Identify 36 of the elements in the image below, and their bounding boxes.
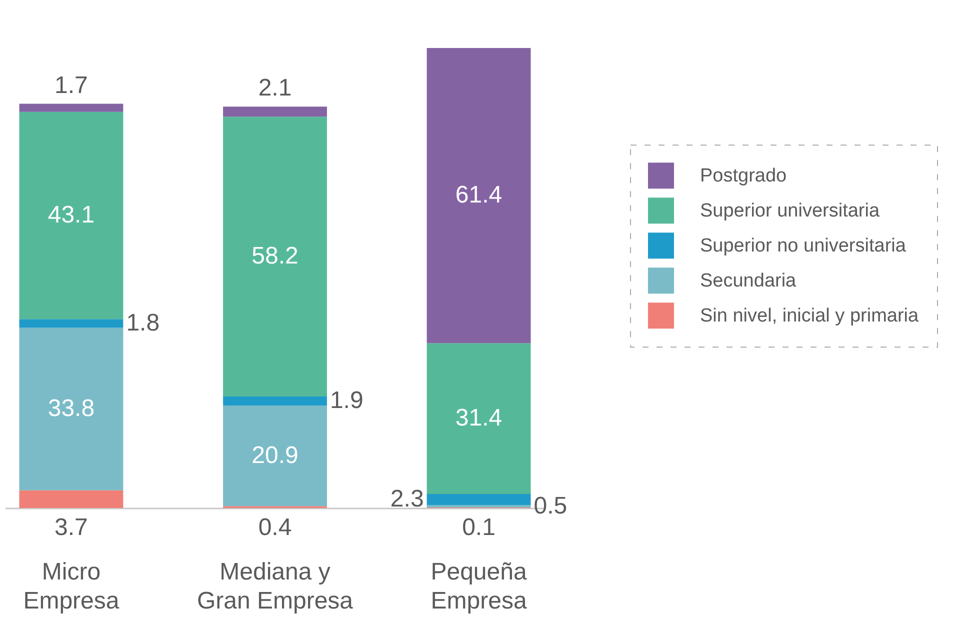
bar	[223, 396, 327, 406]
bar	[19, 112, 124, 320]
data-label: 0.4	[258, 514, 292, 541]
data-label: 1.8	[126, 309, 160, 336]
data-label: 0.1	[462, 514, 496, 541]
bar	[19, 328, 124, 490]
data-label: 31.4	[455, 404, 502, 432]
legend-label: Secundaria	[700, 270, 797, 292]
bar	[223, 116, 327, 396]
bar	[426, 48, 531, 344]
data-label: 2.1	[258, 74, 292, 102]
legend-label: Superior universitaria	[700, 200, 880, 222]
bar	[426, 494, 531, 506]
data-label: 1.7	[54, 72, 88, 99]
bar	[426, 505, 531, 508]
legend-label: Superior no universitaria	[700, 236, 906, 257]
data-label: 3.7	[54, 514, 88, 541]
x-tick-label: Pequeña Empresa	[430, 558, 528, 614]
bar	[19, 319, 124, 328]
data-label: 0.5	[534, 492, 568, 520]
bar	[223, 406, 327, 506]
x-tick-label: Micro Empresa	[23, 558, 120, 614]
bar	[19, 490, 124, 508]
data-label: 43.1	[48, 202, 95, 229]
bar	[223, 106, 327, 117]
data-label: 58.2	[252, 242, 298, 270]
data-label: 33.8	[48, 394, 95, 422]
bar	[426, 343, 531, 494]
x-tick-label: Mediana y Gran Empresa	[196, 558, 354, 614]
bar	[19, 104, 124, 112]
data-label: 61.4	[455, 182, 502, 209]
data-label: 1.9	[330, 387, 364, 414]
legend-label: Postgrado	[700, 166, 787, 187]
data-label: 20.9	[252, 442, 298, 469]
legend-label: Sin nivel, inicial y primaria	[700, 306, 920, 327]
data-label: 2.3	[390, 486, 424, 513]
